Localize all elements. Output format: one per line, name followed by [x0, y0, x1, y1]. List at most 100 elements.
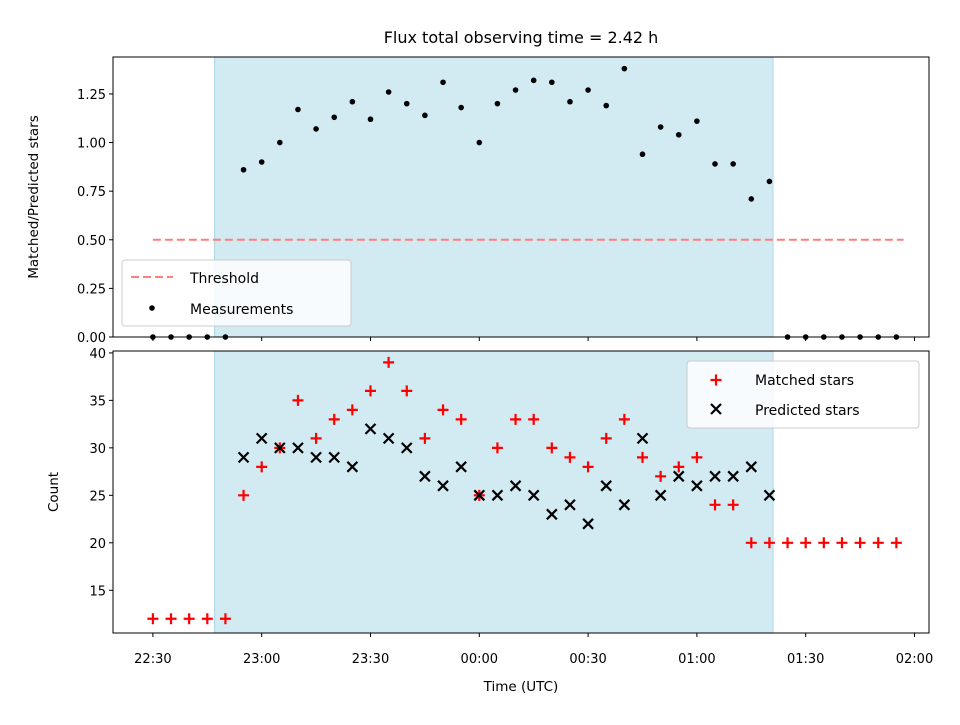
predicted-star-point [745, 461, 758, 473]
matched-star-point [691, 451, 703, 463]
matched-star-point [219, 613, 231, 625]
matched-star-point [673, 461, 685, 473]
measurement-point [567, 98, 573, 105]
matched-star-point [745, 537, 757, 549]
matched-star-point [491, 442, 503, 454]
matched-star-point [419, 432, 431, 444]
predicted-star-point [672, 470, 685, 483]
measurement-point [730, 161, 736, 167]
predicted-star-point [400, 442, 413, 454]
measurement-point [675, 131, 682, 138]
measurement-point [458, 104, 464, 111]
x-tick-label: 23:00 [243, 652, 280, 667]
measurement-point [748, 196, 755, 202]
y-tick-label: 30 [89, 442, 106, 457]
top-legend: Threshold Measurements [121, 259, 352, 327]
predicted-star-point [437, 480, 449, 492]
matched-star-point [818, 537, 830, 549]
x-tick-label: 01:00 [678, 652, 715, 667]
x-tick-label: 01:30 [787, 652, 824, 667]
measurement-point [585, 87, 591, 93]
predicted-star-point [582, 518, 594, 530]
y-tick-label: 0.25 [77, 282, 106, 297]
x-tick-label: 00:00 [461, 652, 498, 667]
measurement-point [603, 102, 610, 109]
measurement-point [422, 112, 428, 119]
y-axis-label: Matched/Predicted stars [26, 115, 42, 278]
measurement-point [313, 126, 319, 132]
measurement-point [240, 166, 247, 173]
measurement-point [549, 79, 555, 86]
y-tick-label: 25 [89, 489, 106, 504]
chart-title: Flux total observing time = 2.42 h [384, 28, 659, 47]
axes-frame [112, 350, 930, 634]
matched-star-point [401, 385, 413, 397]
measurement-point [657, 124, 664, 130]
matched-star-point [836, 537, 848, 549]
matched-star-point [763, 537, 775, 549]
measurement-point [385, 89, 392, 95]
legend-matched-swatch [710, 374, 722, 386]
predicted-star-point [618, 499, 631, 511]
x-axis-label: Time (UTC) [483, 679, 559, 695]
matched-star-point [165, 613, 177, 625]
measurement-point [694, 118, 700, 124]
matched-star-point [872, 537, 884, 549]
matched-star-point [201, 613, 213, 625]
matched-star-point [147, 613, 159, 625]
measurement-point [277, 139, 283, 146]
predicted-star-point [346, 461, 359, 473]
matched-star-point [727, 499, 739, 511]
predicted-star-point [763, 489, 776, 502]
y-tick-label: 35 [89, 394, 106, 409]
top-panel: 0.00 0.25 0.50 0.75 1.00 1.25 Matched/Predicte… [26, 56, 930, 346]
matched-star-point [183, 613, 195, 625]
matched-star-point [782, 537, 794, 549]
axes-frame [112, 56, 930, 338]
predicted-star-point [310, 451, 322, 464]
bottom-panel: 15 20 25 30 35 40 22:30 23:00 23:30 00:00 00:30 01:… [46, 347, 933, 695]
x-tick-label: 00:30 [569, 652, 606, 667]
predicted-star-point [564, 499, 576, 511]
predicted-star-point [600, 480, 613, 492]
legend-matched-label: Matched stars [755, 373, 854, 389]
measurement-point [258, 159, 265, 165]
measurement-point [766, 178, 773, 185]
predicted-star-point [274, 442, 286, 454]
matched-star-point [364, 385, 376, 397]
measurement-point [530, 77, 537, 84]
measurement-point [331, 114, 338, 121]
y-axis-label: Count [46, 472, 62, 512]
measurement-point [712, 161, 718, 167]
y-tick-label: 0.75 [77, 185, 106, 200]
legend-box [121, 259, 352, 327]
predicted-star-point [419, 470, 431, 483]
predicted-star-point [292, 442, 304, 454]
predicted-star-point [491, 489, 504, 502]
predicted-star-point [727, 470, 739, 483]
y-tick-label: 15 [89, 584, 106, 599]
matched-star-point [854, 537, 866, 549]
predicted-star-point [473, 489, 486, 502]
matched-star-point [328, 413, 340, 425]
x-tick-label: 02:00 [896, 652, 933, 667]
predicted-star-point [636, 432, 649, 445]
matched-star-point [709, 499, 721, 511]
predicted-star-point [509, 480, 522, 492]
matched-star-point [564, 451, 576, 463]
legend-measurement-label: Measurements [190, 302, 293, 318]
predicted-star-point [455, 461, 467, 473]
measurement-point [367, 116, 374, 123]
matched-star-point [437, 404, 449, 416]
predicted-star-point [709, 470, 721, 483]
y-tick-label: 40 [89, 347, 106, 362]
legend-measurement-swatch [149, 305, 155, 311]
predicted-star-point [527, 489, 540, 502]
matched-star-point [256, 461, 268, 473]
measurement-point [476, 139, 483, 146]
matched-star-point [528, 413, 540, 425]
y-tick-label: 1.00 [77, 137, 106, 152]
matched-star-point [510, 413, 522, 425]
measurement-point [295, 106, 301, 113]
